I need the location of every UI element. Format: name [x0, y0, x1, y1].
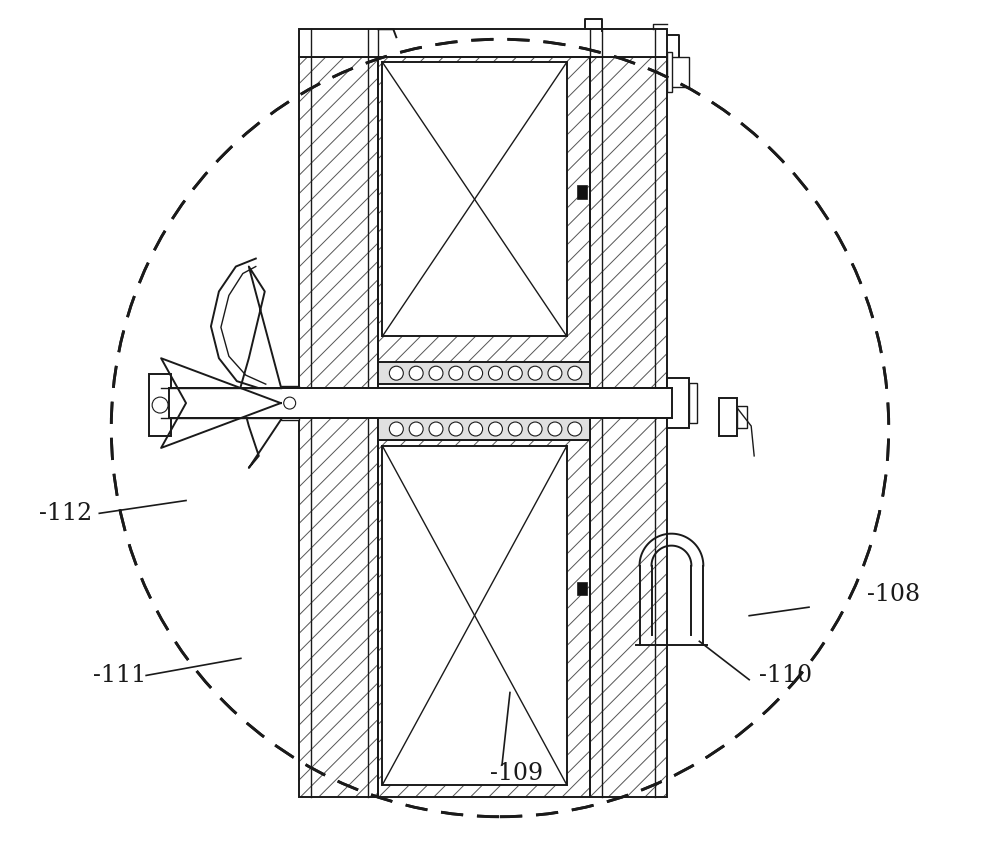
Bar	[378, 57, 590, 366]
Circle shape	[469, 366, 483, 380]
Circle shape	[508, 422, 522, 436]
Bar	[169, 388, 672, 418]
Circle shape	[528, 366, 542, 380]
Text: -111: -111	[93, 664, 147, 687]
Circle shape	[548, 366, 562, 380]
Circle shape	[528, 422, 542, 436]
Bar	[719, 398, 737, 436]
Bar	[689, 383, 697, 423]
Text: -112: -112	[39, 502, 93, 525]
Bar	[590, 57, 667, 797]
Circle shape	[389, 422, 403, 436]
Circle shape	[449, 366, 463, 380]
Circle shape	[488, 366, 502, 380]
Bar	[667, 378, 689, 428]
Bar	[299, 57, 378, 797]
Text: -110: -110	[759, 664, 812, 687]
Circle shape	[409, 422, 423, 436]
Bar	[382, 446, 567, 785]
Circle shape	[389, 366, 403, 380]
Circle shape	[568, 422, 582, 436]
Bar	[737, 406, 747, 428]
Circle shape	[488, 422, 502, 436]
Bar	[277, 393, 299, 413]
Circle shape	[152, 397, 168, 413]
Bar	[149, 374, 171, 436]
Circle shape	[508, 366, 522, 380]
Circle shape	[548, 422, 562, 436]
Circle shape	[429, 366, 443, 380]
Bar	[281, 386, 299, 420]
Circle shape	[568, 366, 582, 380]
Bar	[382, 62, 567, 336]
Bar	[577, 581, 587, 596]
Circle shape	[469, 422, 483, 436]
Bar	[577, 185, 587, 199]
Bar	[378, 440, 590, 797]
Circle shape	[449, 422, 463, 436]
Bar	[378, 362, 590, 384]
Bar	[378, 418, 590, 440]
Circle shape	[409, 366, 423, 380]
Bar	[667, 52, 672, 92]
Bar	[669, 57, 689, 87]
Text: -108: -108	[867, 583, 920, 606]
Text: -109: -109	[490, 762, 543, 785]
Circle shape	[429, 422, 443, 436]
Bar	[299, 29, 667, 57]
Circle shape	[111, 39, 889, 817]
Bar	[289, 388, 299, 416]
Bar	[304, 390, 373, 416]
Circle shape	[284, 397, 296, 409]
